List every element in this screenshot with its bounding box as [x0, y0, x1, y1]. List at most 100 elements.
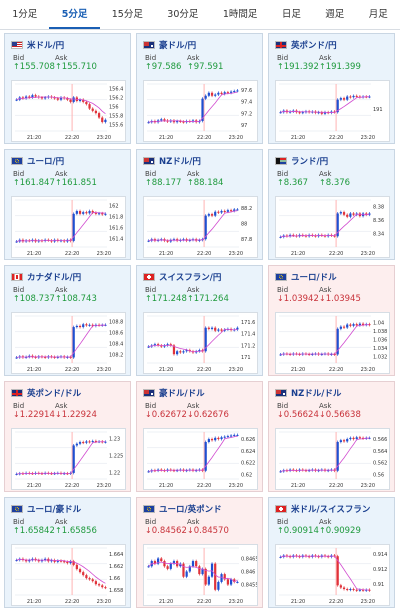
ask-price: 1.22924 [61, 410, 97, 420]
candle [217, 329, 220, 331]
candle [182, 121, 185, 123]
rate-card[interactable]: ユーロ/英ポンド Bid Ask ↓0.84562↓0.84570 0.8465 0.84… [136, 497, 263, 608]
candle [358, 323, 362, 326]
y-tick-label: 0.622 [241, 461, 255, 467]
card-header: NZドル/ドル [275, 386, 341, 399]
pair-name[interactable]: NZドル/円 [159, 156, 201, 167]
moving-average-line [16, 559, 106, 584]
candle [346, 96, 349, 100]
pair-name[interactable]: ユーロ/豪ドル [27, 504, 82, 515]
x-tick-label: 22:20 [65, 483, 79, 489]
candle [342, 98, 346, 100]
arrow-down-icon: ↓ [187, 526, 194, 535]
prices: ↑155.708↑155.710 [13, 62, 97, 72]
mini-chart[interactable]: 1.664 1.662 1.66 1.658 21:20 22:20 23:20 [11, 544, 126, 606]
rate-card[interactable]: 米ドル/スイスフラン Bid Ask ↑0.90914↑0.90929 0.914 0.9… [268, 497, 395, 608]
rate-card[interactable]: ランド/円 Bid Ask ↑8.367 ↑8.376 8.38 8.36 8.34 21:20… [268, 149, 395, 260]
flag-eu-icon [143, 504, 155, 513]
arrow-down-icon: ↓ [319, 410, 326, 419]
candle [179, 563, 182, 567]
tab-6[interactable]: 週足 [325, 9, 345, 20]
mini-chart[interactable]: 162 161.8 161.6 161.4 21:20 22:20 23:20 [11, 196, 126, 258]
mini-chart[interactable]: 8.38 8.36 8.34 21:20 22:20 23:20 [275, 196, 390, 258]
y-tick-label: 1.034 [373, 346, 387, 352]
pair-name[interactable]: 米ドル/円 [27, 40, 65, 51]
candle [336, 99, 339, 113]
candle [233, 434, 236, 436]
pair-name[interactable]: スイスフラン/円 [159, 272, 222, 283]
candle [210, 439, 214, 441]
rate-card[interactable]: NZドル/ドル Bid Ask ↓0.56624↓0.56638 0.566 0.564 0… [268, 381, 395, 492]
mini-chart[interactable]: 0.566 0.564 0.562 0.56 21:20 22:20 23:20 [275, 428, 390, 490]
tab-3[interactable]: 30分足 [167, 9, 199, 20]
mini-chart[interactable]: 0.914 0.912 0.91 21:20 22:20 23:20 [275, 544, 390, 606]
candle-chart: 0.626 0.624 0.622 0.62 21:20 22:20 23:20 [147, 431, 255, 489]
tab-4[interactable]: 1時間足 [222, 9, 258, 20]
candle [355, 95, 358, 97]
pair-name[interactable]: ユーロ/ドル [291, 272, 337, 283]
prices: ↑0.90914↑0.90929 [277, 526, 361, 536]
rate-card[interactable]: 豪ドル/円 Bid Ask ↑97.586 ↑97.591 97.6 97.4 97.2 97 2… [136, 33, 263, 144]
rate-card[interactable]: ユーロ/ドル Bid Ask ↓1.03942↓1.03945 1.04 1.038 1.0… [268, 265, 395, 376]
pair-name[interactable]: カナダドル/円 [27, 272, 82, 283]
pair-name[interactable]: 豪ドル/円 [159, 40, 197, 51]
card-header: 豪ドル/ドル [143, 386, 205, 399]
card-header: カナダドル/円 [11, 270, 81, 283]
candle [201, 568, 204, 575]
flag-gb-icon [275, 40, 287, 49]
x-tick-label: 21:20 [291, 599, 305, 605]
mini-chart[interactable]: 1.04 1.038 1.036 1.034 1.032 21:20 22:20 23:20 [275, 312, 390, 374]
rate-card[interactable]: 英ポンド/円 Bid Ask ↑191.392↑191.399 191 21:20 22:2… [268, 33, 395, 144]
pair-name[interactable]: 米ドル/スイスフラン [291, 504, 371, 515]
candle [94, 441, 98, 443]
candle [220, 92, 223, 94]
candle [176, 351, 179, 355]
mini-chart[interactable]: 88.2 88 87.8 21:20 22:20 23:20 [143, 196, 258, 258]
mini-chart[interactable]: 108.8 108.6 108.4 108.2 21:20 22:20 23:20 [11, 312, 126, 374]
mini-chart[interactable]: 1.23 1.225 1.22 21:20 22:20 23:20 [11, 428, 126, 490]
rate-card[interactable]: 英ポンド/ドル Bid Ask ↓1.22914↓1.22924 1.23 1.225 1.… [4, 381, 131, 492]
pair-name[interactable]: ユーロ/円 [27, 156, 65, 167]
tab-1[interactable]: 5分足 [49, 0, 100, 29]
tab-7[interactable]: 月足 [368, 9, 388, 20]
candle [210, 563, 214, 577]
pair-name[interactable]: ランド/円 [291, 156, 329, 167]
rate-card[interactable]: カナダドル/円 Bid Ask ↑108.737↑108.743 108.8 108.6 1… [4, 265, 131, 376]
mini-chart[interactable]: 156.4 156.2 156 155.8 155.6 21:20 22:20 23:20 [11, 80, 126, 142]
tab-5[interactable]: 日足 [281, 9, 301, 20]
candle [317, 112, 320, 114]
candle [40, 97, 44, 99]
candle [156, 558, 160, 564]
candle [75, 325, 78, 328]
pair-name[interactable]: NZドル/ドル [291, 388, 342, 399]
mini-chart[interactable]: 171.6 171.4 171.2 171 21:20 22:20 23:20 [143, 312, 258, 374]
pair-name[interactable]: ユーロ/英ポンド [159, 504, 222, 515]
rate-card[interactable]: ユーロ/円 Bid Ask ↑161.847↑161.851 162 161.8 161.6… [4, 149, 131, 260]
rate-card[interactable]: NZドル/円 Bid Ask ↑88.177 ↑88.184 88.2 88 87.8 21:2… [136, 149, 263, 260]
candle [223, 574, 226, 580]
pair-name[interactable]: 英ポンド/円 [291, 40, 337, 51]
bid-ask-labels: Bid Ask [145, 170, 200, 178]
candle [31, 558, 34, 561]
pair-name[interactable]: 英ポンド/ドル [27, 388, 82, 399]
y-tick-label: 0.914 [373, 552, 387, 558]
bid-ask-labels: Bid Ask [277, 402, 332, 410]
candle [339, 585, 342, 588]
tab-2[interactable]: 15分足 [111, 9, 143, 20]
rate-card[interactable]: 米ドル/円 Bid Ask ↑155.708↑155.710 156.4 156.2 156… [4, 33, 131, 144]
mini-chart[interactable]: 0.626 0.624 0.622 0.62 21:20 22:20 23:20 [143, 428, 258, 490]
mini-chart[interactable]: 0.8465 0.846 0.8455 21:20 22:20 23:20 [143, 544, 258, 606]
rate-card[interactable]: スイスフラン/円 Bid Ask ↑171.248↑171.264 171.6 171.4… [136, 265, 263, 376]
prices: ↓0.56624↓0.56638 [277, 410, 361, 420]
candle [355, 437, 358, 440]
mini-chart[interactable]: 191 21:20 22:20 23:20 [275, 80, 390, 142]
mini-chart[interactable]: 97.6 97.4 97.2 97 21:20 22:20 23:20 [143, 80, 258, 142]
rate-card[interactable]: 豪ドル/ドル Bid Ask ↓0.62672↓0.62676 0.626 0.624 0.… [136, 381, 263, 492]
tab-0[interactable]: 1分足 [12, 9, 38, 20]
y-tick-label: 161.6 [109, 226, 123, 232]
candle [304, 235, 308, 237]
rate-card[interactable]: ユーロ/豪ドル Bid Ask ↑1.65842↑1.65856 1.664 1.662 1… [4, 497, 131, 608]
pair-name[interactable]: 豪ドル/ドル [159, 388, 205, 399]
candle [308, 354, 311, 356]
candle [169, 563, 172, 569]
